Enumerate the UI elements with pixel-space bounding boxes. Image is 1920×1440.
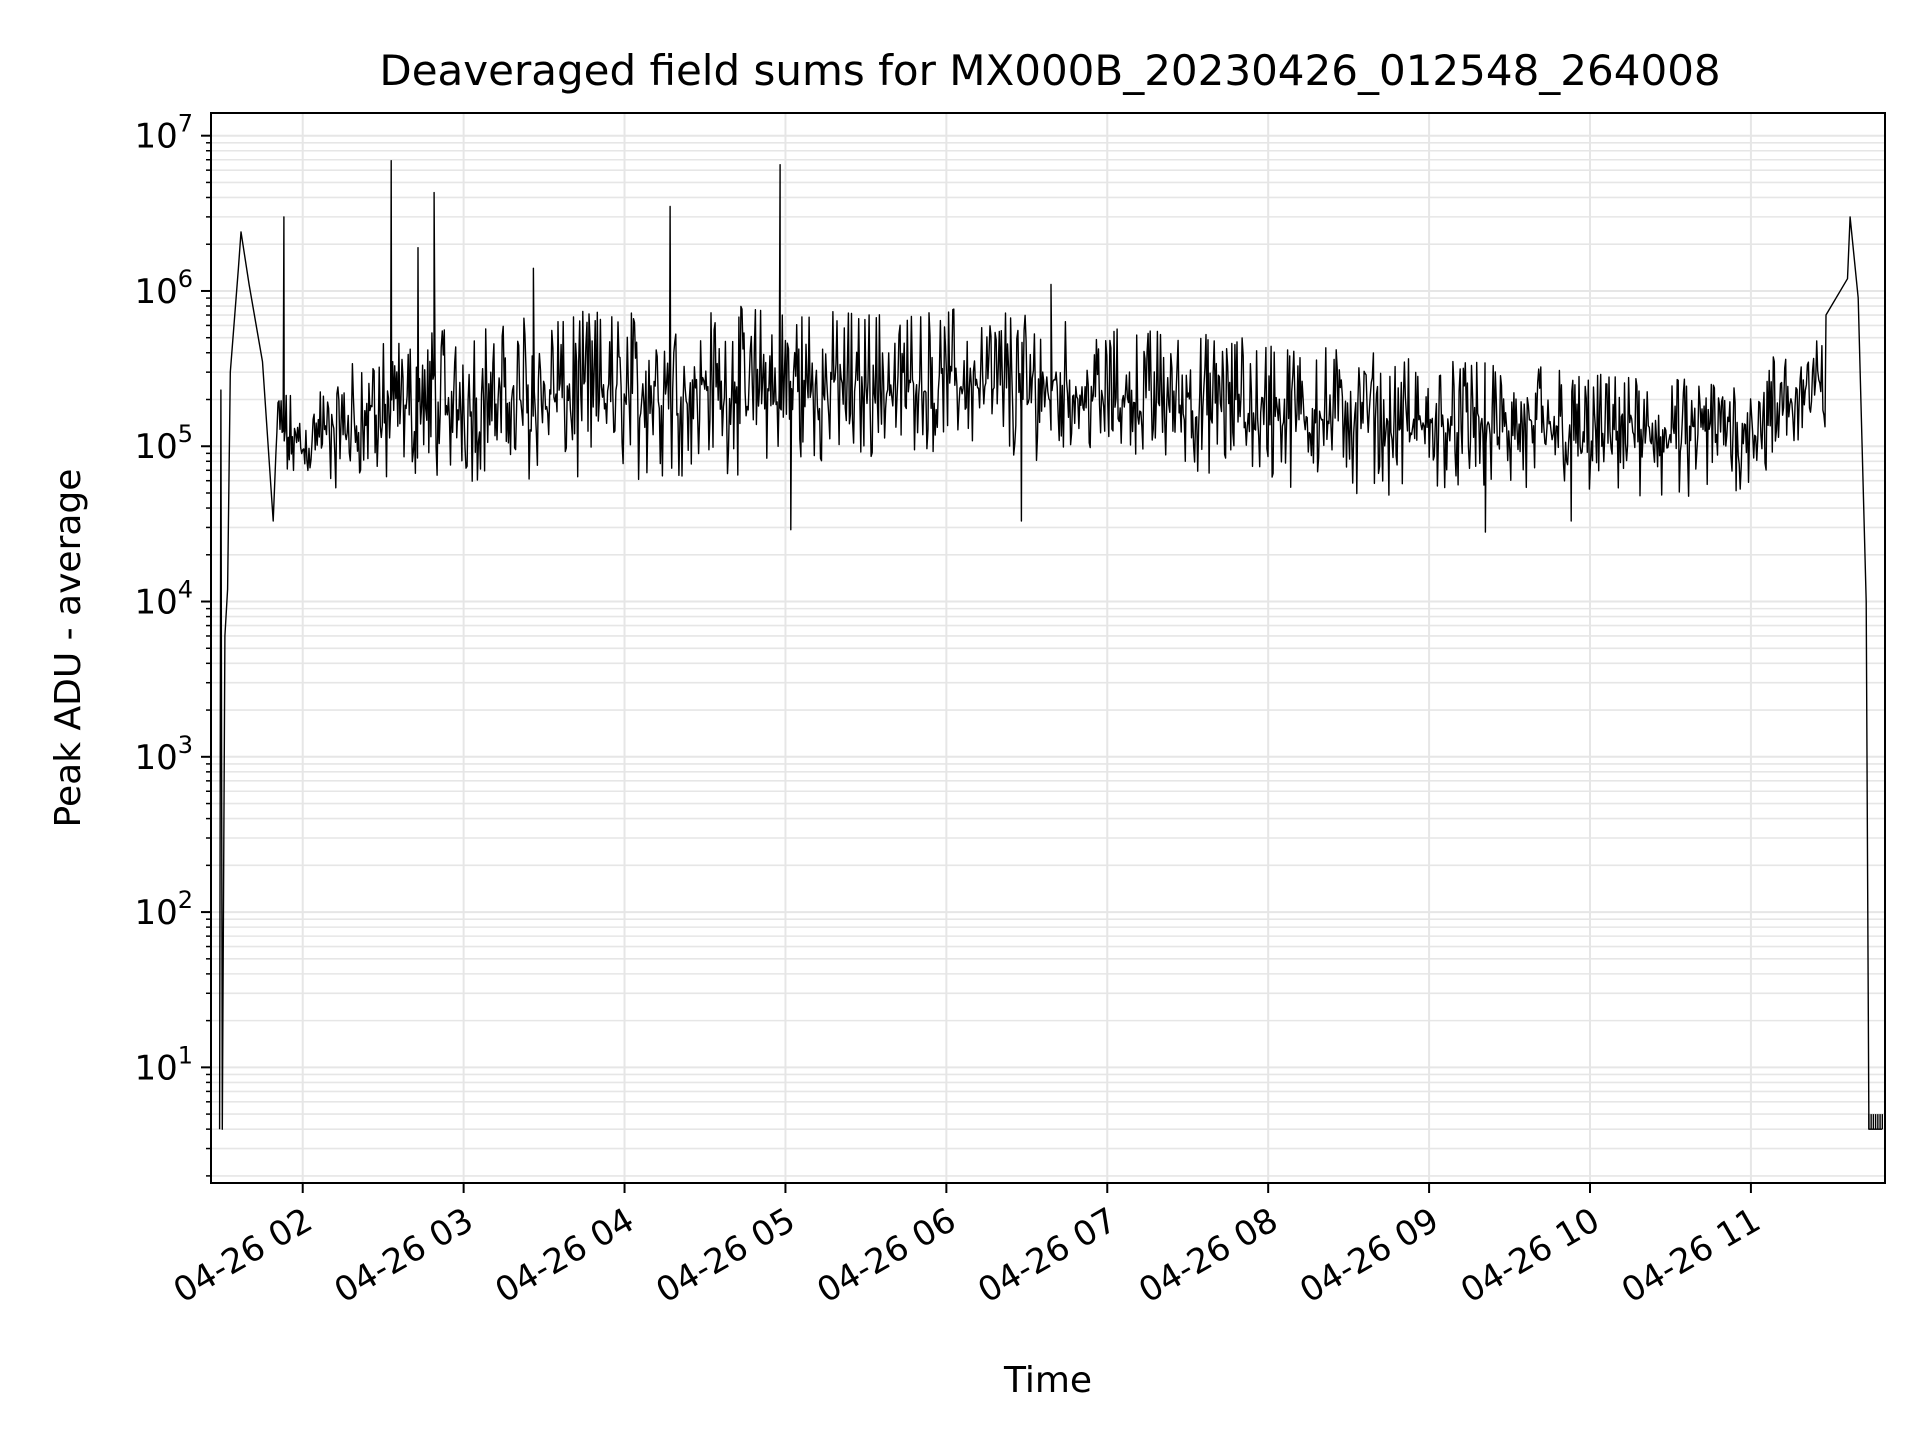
x-axis-title: Time: [1003, 1360, 1092, 1401]
y-tick-label: 104: [134, 576, 193, 623]
y-tick-label: 103: [134, 731, 193, 778]
x-tick-label: 04-26 03: [328, 1200, 480, 1311]
y-tick-label: 101: [134, 1041, 193, 1088]
y-tick-label: 107: [134, 110, 193, 157]
x-axis: 04-26 02 04-26 03 04-26 04 04-26 05 04-26 06…: [167, 1183, 1767, 1311]
data-series-line: [218, 160, 1884, 1130]
y-axis: 101 102 103 104 105 106 107: [134, 110, 211, 1177]
x-tick-label: 04-26 06: [810, 1200, 962, 1311]
y-tick-label: 102: [134, 886, 193, 933]
x-tick-label: 04-26 04: [489, 1200, 641, 1311]
x-tick-label: 04-26 05: [650, 1200, 802, 1311]
chart-title: Deaveraged field sums for MX000B_2023042…: [379, 46, 1720, 95]
y-axis-title: Peak ADU - average: [48, 469, 89, 828]
series-line: [218, 160, 1883, 1130]
y-tick-label: 105: [134, 420, 193, 467]
x-tick-label: 04-26 07: [971, 1200, 1123, 1311]
x-tick-label: 04-26 10: [1454, 1200, 1606, 1311]
y-tick-label: 106: [134, 265, 193, 312]
grid: [211, 113, 1885, 1183]
x-tick-label: 04-26 09: [1293, 1200, 1445, 1311]
x-tick-label: 04-26 02: [167, 1200, 319, 1311]
x-tick-label: 04-26 11: [1615, 1200, 1767, 1311]
x-tick-label: 04-26 08: [1132, 1200, 1284, 1311]
